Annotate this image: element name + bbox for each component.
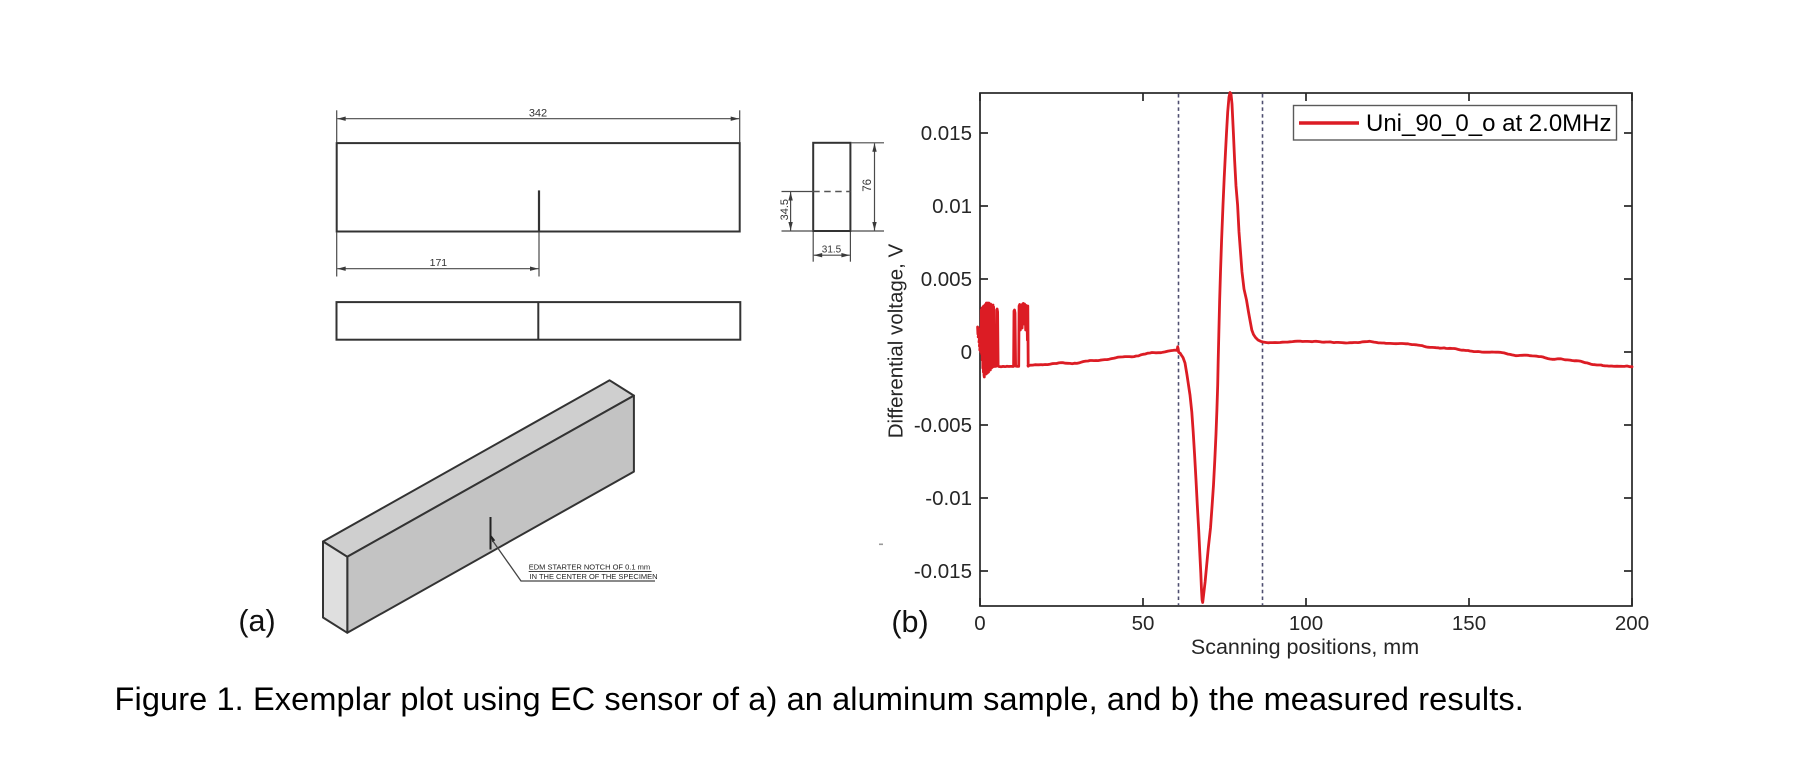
svg-text:0.01: 0.01 [932,195,972,218]
svg-text:150: 150 [1452,612,1486,635]
svg-text:100: 100 [1289,612,1323,635]
svg-text:Scanning positions, mm: Scanning positions, mm [1191,635,1419,659]
svg-text:31.5: 31.5 [822,245,842,256]
svg-text:0.015: 0.015 [921,122,972,145]
svg-text:0: 0 [961,341,972,364]
svg-text:34.5: 34.5 [779,199,791,220]
svg-text:EDM STARTER NOTCH OF 0.1 mm: EDM STARTER NOTCH OF 0.1 mm [529,562,650,571]
svg-text:(a): (a) [238,604,275,638]
svg-text:50: 50 [1132,612,1155,635]
svg-text:76: 76 [862,179,874,192]
svg-text:-0.01: -0.01 [925,487,972,510]
svg-text:342: 342 [529,108,547,120]
svg-text:0: 0 [974,612,985,635]
svg-text:(b): (b) [891,605,928,639]
svg-text:IN THE CENTER OF THE SPECIMEN: IN THE CENTER OF THE SPECIMEN [530,572,658,581]
svg-text:Uni_90_0_o at 2.0MHz: Uni_90_0_o at 2.0MHz [1366,110,1611,137]
svg-text:-0.015: -0.015 [914,560,972,583]
svg-text:171: 171 [430,257,448,269]
svg-text:Differential voltage, V: Differential voltage, V [885,243,908,438]
svg-text:0.005: 0.005 [921,268,972,291]
svg-text:-0.005: -0.005 [914,414,972,437]
svg-text:200: 200 [1615,612,1649,635]
svg-text:Figure 1. Exemplar plot using: Figure 1. Exemplar plot using EC sensor … [115,681,1524,717]
